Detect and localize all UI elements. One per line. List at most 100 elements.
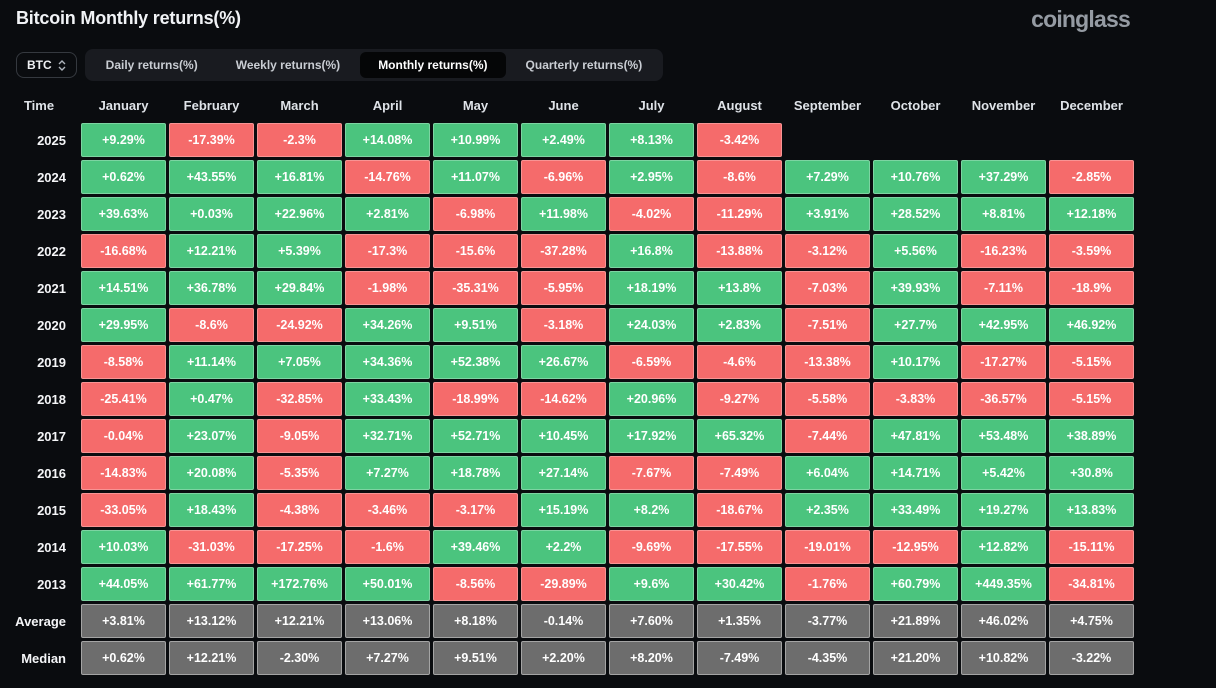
- return-cell: [785, 123, 870, 157]
- month-header: November: [971, 97, 1036, 113]
- return-cell: +39.46%: [433, 530, 518, 564]
- return-cell: -4.02%: [609, 197, 694, 231]
- return-cell: +1.35%: [697, 604, 782, 638]
- return-cell: [961, 123, 1046, 157]
- return-cell: +5.56%: [873, 234, 958, 268]
- return-cell: -17.55%: [697, 530, 782, 564]
- return-cell: -4.6%: [697, 345, 782, 379]
- return-cell: -31.03%: [169, 530, 254, 564]
- return-cell: +3.81%: [81, 604, 166, 638]
- return-cell: -8.56%: [433, 567, 518, 601]
- return-cell: +2.49%: [521, 123, 606, 157]
- return-cell: +5.42%: [961, 456, 1046, 490]
- return-cell: +0.62%: [81, 160, 166, 194]
- return-cell: +2.35%: [785, 493, 870, 527]
- updown-icon: [58, 59, 66, 71]
- return-cell: -3.17%: [433, 493, 518, 527]
- return-cell: -12.95%: [873, 530, 958, 564]
- return-cell: +44.05%: [81, 567, 166, 601]
- return-cell: +8.13%: [609, 123, 694, 157]
- returns-tabs: Daily returns(%) Weekly returns(%) Month…: [84, 49, 664, 81]
- return-cell: -8.6%: [169, 308, 254, 342]
- tab-daily-returns[interactable]: Daily returns(%): [105, 58, 198, 72]
- return-cell: -8.6%: [697, 160, 782, 194]
- return-cell: -7.44%: [785, 419, 870, 453]
- symbol-selector[interactable]: BTC: [16, 52, 77, 78]
- return-cell: +0.03%: [169, 197, 254, 231]
- row-label: 2023: [37, 206, 66, 222]
- return-cell: -37.28%: [521, 234, 606, 268]
- return-cell: +28.52%: [873, 197, 958, 231]
- return-cell: +60.79%: [873, 567, 958, 601]
- return-cell: -2.3%: [257, 123, 342, 157]
- return-cell: +21.89%: [873, 604, 958, 638]
- return-cell: +34.26%: [345, 308, 430, 342]
- row-label: 2016: [37, 465, 66, 481]
- return-cell: -5.15%: [1049, 345, 1134, 379]
- return-cell: +10.82%: [961, 641, 1046, 675]
- return-cell: +8.81%: [961, 197, 1046, 231]
- return-cell: +14.71%: [873, 456, 958, 490]
- return-cell: -14.76%: [345, 160, 430, 194]
- time-header: Time: [23, 97, 55, 113]
- return-cell: -16.23%: [961, 234, 1046, 268]
- return-cell: -5.58%: [785, 382, 870, 416]
- row-label: Average: [15, 613, 66, 629]
- return-cell: +13.06%: [345, 604, 430, 638]
- return-cell: -15.11%: [1049, 530, 1134, 564]
- return-cell: +19.27%: [961, 493, 1046, 527]
- return-cell: +36.78%: [169, 271, 254, 305]
- return-cell: +0.47%: [169, 382, 254, 416]
- return-cell: -7.11%: [961, 271, 1046, 305]
- return-cell: +0.62%: [81, 641, 166, 675]
- return-cell: +29.84%: [257, 271, 342, 305]
- return-cell: -24.92%: [257, 308, 342, 342]
- return-cell: +17.92%: [609, 419, 694, 453]
- return-cell: +13.83%: [1049, 493, 1134, 527]
- return-cell: +13.12%: [169, 604, 254, 638]
- return-cell: -3.22%: [1049, 641, 1134, 675]
- row-label: Median: [21, 650, 66, 666]
- month-header: December: [1060, 97, 1123, 113]
- return-cell: +20.08%: [169, 456, 254, 490]
- return-cell: +33.43%: [345, 382, 430, 416]
- return-cell: -33.05%: [81, 493, 166, 527]
- return-cell: +27.14%: [521, 456, 606, 490]
- return-cell: +37.29%: [961, 160, 1046, 194]
- return-cell: -2.85%: [1049, 160, 1134, 194]
- month-header: August: [717, 97, 762, 113]
- return-cell: +27.7%: [873, 308, 958, 342]
- return-cell: +2.95%: [609, 160, 694, 194]
- return-cell: -18.67%: [697, 493, 782, 527]
- return-cell: +24.03%: [609, 308, 694, 342]
- return-cell: -7.49%: [697, 641, 782, 675]
- return-cell: -8.58%: [81, 345, 166, 379]
- controls-bar: BTC Daily returns(%) Weekly returns(%) M…: [0, 48, 1216, 82]
- return-cell: -35.31%: [433, 271, 518, 305]
- return-cell: -13.88%: [697, 234, 782, 268]
- return-cell: +11.07%: [433, 160, 518, 194]
- return-cell: +7.05%: [257, 345, 342, 379]
- return-cell: -3.83%: [873, 382, 958, 416]
- tab-weekly-returns[interactable]: Weekly returns(%): [235, 58, 341, 72]
- return-cell: -3.42%: [697, 123, 782, 157]
- return-cell: +22.96%: [257, 197, 342, 231]
- tab-monthly-returns[interactable]: Monthly returns(%): [360, 52, 506, 78]
- return-cell: -1.76%: [785, 567, 870, 601]
- return-cell: +12.21%: [169, 641, 254, 675]
- return-cell: +12.18%: [1049, 197, 1134, 231]
- row-label: 2021: [37, 280, 66, 296]
- return-cell: +7.60%: [609, 604, 694, 638]
- month-header: October: [890, 97, 941, 113]
- return-cell: -17.3%: [345, 234, 430, 268]
- return-cell: +9.29%: [81, 123, 166, 157]
- tab-quarterly-returns[interactable]: Quarterly returns(%): [525, 58, 643, 72]
- return-cell: +4.75%: [1049, 604, 1134, 638]
- coinglass-logo: coinglass: [1031, 6, 1131, 32]
- return-cell: -29.89%: [521, 567, 606, 601]
- return-cell: -0.14%: [521, 604, 606, 638]
- return-cell: -7.51%: [785, 308, 870, 342]
- return-cell: +46.02%: [961, 604, 1046, 638]
- return-cell: -5.95%: [521, 271, 606, 305]
- return-cell: +46.92%: [1049, 308, 1134, 342]
